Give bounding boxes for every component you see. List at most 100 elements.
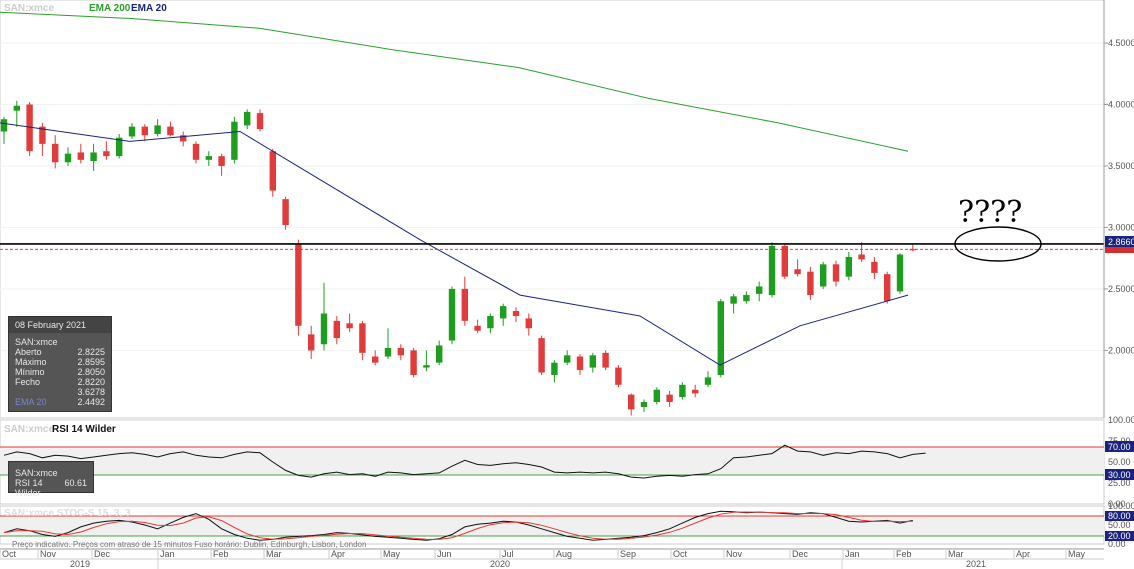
rsi-level-70-label: 70.00 (1108, 442, 1131, 452)
info-value-low: 2.8050 (77, 367, 105, 377)
x-month-label: Nov (40, 549, 57, 559)
candle-body (77, 152, 84, 160)
candle-body (628, 394, 635, 410)
candle-body (244, 111, 251, 126)
candle-body (679, 384, 686, 398)
rsi-symbol-label: SAN:xmce (4, 424, 54, 435)
x-month-label: May (383, 549, 401, 559)
candle-body (640, 402, 648, 407)
candle-body (717, 301, 724, 375)
candle-body (576, 356, 584, 371)
x-axis-months: Oct Nov Dec Jan Feb Mar Apr May Jun Jul Aug Sep Oct N… (0, 549, 1086, 559)
candle-body (295, 244, 302, 326)
candle-body (167, 126, 174, 136)
x-year-label: 2019 (70, 559, 90, 569)
rsi-level-30-label: 30.00 (1108, 470, 1131, 480)
main-y-tick-label: 4.0000 (1108, 100, 1134, 110)
candle-body (180, 135, 187, 142)
rsi-info-label: RSI 14 Wilder (15, 478, 43, 498)
info-symbol: SAN:xmce (15, 337, 58, 347)
candle-body (397, 347, 404, 356)
candles (0, 100, 916, 416)
x-month-label: Oct (2, 549, 17, 559)
candle-body (52, 143, 59, 163)
info-value-close: 2.8220 (77, 377, 105, 387)
candle-body (589, 355, 596, 368)
candle-body (704, 377, 712, 385)
current-price-label: 2.8660 (1108, 237, 1134, 247)
candle-body (192, 143, 200, 160)
candle-body (372, 356, 379, 363)
candle-body (768, 245, 776, 296)
rsi-info-symbol: SAN:xmce (15, 468, 58, 478)
candle-body (909, 249, 916, 251)
rsi-title: RSI 14 Wilder (52, 424, 116, 435)
main-y-tick-label: 3.0000 (1108, 222, 1134, 232)
candle-body (448, 288, 456, 341)
info-value-high: 2.8595 (77, 357, 105, 367)
x-month-label: Apr (1016, 549, 1030, 559)
candle-body (423, 365, 430, 368)
last-price-badge (1105, 247, 1134, 253)
x-month-label: Jul (502, 549, 514, 559)
candle-body (487, 315, 494, 329)
candle-body (13, 105, 20, 111)
x-month-label: Jan (845, 549, 860, 559)
candle-body (666, 394, 673, 403)
candle-body (256, 113, 264, 130)
rsi-y-tick-label: 50.00 (1108, 457, 1131, 467)
main-symbol-label: SAN:xmce (4, 3, 54, 14)
candle-body (320, 313, 328, 345)
candle-body (359, 323, 366, 353)
stoch-title: SAN:xmce STOC-S 15, 3, 3 (4, 508, 131, 519)
candle-body (141, 126, 148, 136)
candle-body (730, 296, 737, 304)
x-month-label: Dec (94, 549, 111, 559)
candle-body (743, 295, 750, 302)
candle-body (871, 261, 878, 273)
ema-20-line (0, 122, 909, 366)
candle-body (39, 126, 46, 144)
info-value-ema20: 2.4492 (77, 397, 105, 407)
candle-body (308, 334, 315, 351)
main-grid (0, 42, 1104, 351)
main-y-tick-label: 3.5000 (1108, 161, 1134, 171)
candle-body (794, 269, 801, 275)
annotation-text: ???? (958, 195, 1022, 230)
candle-body (602, 352, 609, 368)
info-label-low: Mínimo (15, 367, 45, 377)
candle-body (884, 274, 891, 302)
info-value-ema200: 3.6278 (77, 387, 105, 397)
candle-body (756, 286, 763, 294)
main-y-tick-label: 4.5000 (1108, 38, 1134, 48)
candle-body (346, 323, 353, 329)
legend-ema200: EMA 200 (89, 3, 131, 14)
candle-body (282, 199, 289, 225)
x-month-label: Apr (331, 549, 345, 559)
x-month-label: Nov (726, 549, 743, 559)
annotation-circle-icon (954, 226, 1042, 262)
stoch-level-80-label: 80.00 (1108, 511, 1131, 521)
legend-ema20: EMA 20 (131, 3, 167, 14)
rsi-info-value: 60.61 (64, 478, 87, 488)
x-month-label: Mar (266, 549, 282, 559)
info-label-open: Aberto (15, 347, 42, 357)
current-price-badge (1105, 236, 1134, 247)
info-label-close: Fecho (15, 377, 41, 387)
candle-body (90, 152, 97, 162)
candle-body (26, 104, 33, 152)
candle-body (461, 288, 468, 321)
candle-body (525, 318, 532, 329)
x-month-label: Mar (948, 549, 964, 559)
candle-body (333, 320, 340, 339)
footer-note: Preço indicativo. Preços com atraso de 1… (12, 540, 366, 549)
candle-body (615, 367, 622, 385)
x-month-label: Jun (437, 549, 452, 559)
candle-body (436, 345, 443, 363)
ema-200-line (0, 11, 909, 152)
candle-body (500, 306, 507, 319)
rsi-y-tick-label: 0.00 (1108, 499, 1126, 509)
candle-body (538, 338, 545, 373)
candle-body (653, 389, 660, 403)
